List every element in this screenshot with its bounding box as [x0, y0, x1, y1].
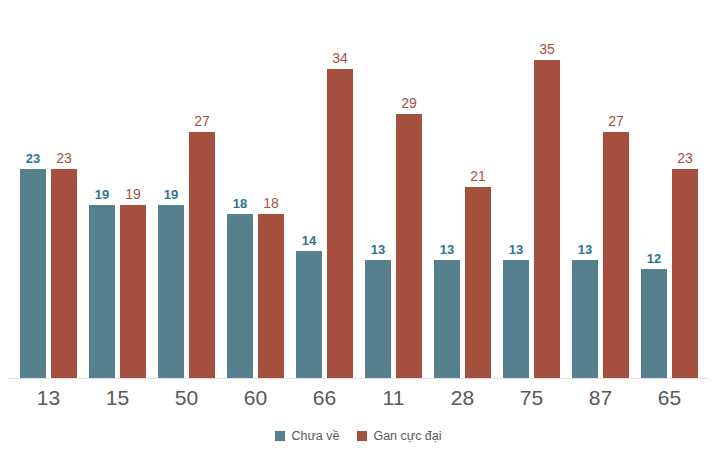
bar-chua-ve [20, 169, 46, 378]
bar-gan-cuc-dai [396, 114, 422, 378]
bar-column-chua-ve: 13 [572, 243, 598, 378]
bar-group: 23 23 [20, 151, 77, 378]
bar-gan-cuc-dai [672, 169, 698, 378]
bar-group: 13 27 [572, 114, 629, 378]
bar-column-gan-cuc-dai: 21 [465, 169, 491, 378]
bar-group: 1919 [89, 187, 146, 378]
legend: Chưa về Gan cực đại [0, 429, 717, 443]
bar-column-gan-cuc-dai: 18 [258, 196, 284, 378]
x-axis-labels: 13 15 50 60 66 11 28 75 87 65 [20, 386, 698, 410]
bar-value-label: 23 [677, 151, 693, 165]
bar-column-chua-ve: 13 [434, 243, 460, 378]
bar-column-gan-cuc-dai: 34 [327, 51, 353, 378]
bar-value-label: 13 [578, 243, 592, 256]
bar-value-label: 27 [608, 114, 624, 128]
bar-column-gan-cuc-dai: 35 [534, 42, 560, 379]
bar-value-label: 13 [371, 243, 385, 256]
bar-value-label: 13 [509, 243, 523, 256]
x-axis-tick-label: 13 [20, 386, 77, 410]
bar-chua-ve [434, 260, 460, 378]
x-axis-tick-label: 50 [158, 386, 215, 410]
legend-swatch-gan-cuc-dai [357, 431, 367, 441]
x-axis-tick-label: 60 [227, 386, 284, 410]
bar-value-label: 14 [302, 234, 316, 247]
bar-group: 12 23 [641, 151, 698, 378]
bar-group: 13 35 [503, 42, 560, 379]
plot-area: 2323191919271818143413291321133513271223 [20, 0, 698, 378]
bar-chua-ve [89, 205, 115, 378]
bar-column-chua-ve: 14 [296, 234, 322, 378]
x-axis-tick-label: 65 [641, 386, 698, 410]
bar-column-chua-ve: 13 [503, 243, 529, 378]
bar-value-label: 27 [194, 114, 210, 128]
x-axis-tick-label: 11 [365, 386, 422, 410]
legend-item-gan-cuc-dai: Gan cực đại [357, 429, 441, 443]
bar-value-label: 23 [26, 152, 40, 165]
bar-gan-cuc-dai [534, 60, 560, 379]
bar-chua-ve [365, 260, 391, 378]
bar-column-chua-ve: 19 [89, 188, 115, 378]
bar-column-chua-ve: 12 [641, 252, 667, 378]
bar-group: 1927 [158, 114, 215, 378]
x-axis-tick-label: 75 [503, 386, 560, 410]
bar-chua-ve [503, 260, 529, 378]
bar-column-gan-cuc-dai: 27 [603, 114, 629, 378]
bar-column-gan-cuc-dai: 19 [120, 187, 146, 378]
x-axis-tick-label: 15 [89, 386, 146, 410]
bar-gan-cuc-dai [465, 187, 491, 378]
bar-value-label: 13 [440, 243, 454, 256]
x-axis-line [8, 378, 709, 379]
bar-column-chua-ve: 19 [158, 188, 184, 378]
bar-group: 13 21 [434, 169, 491, 378]
x-axis-tick-label: 87 [572, 386, 629, 410]
bar-column-gan-cuc-dai: 23 [672, 151, 698, 378]
bar-value-label: 23 [56, 151, 72, 165]
bar-value-label: 29 [401, 96, 417, 110]
bar-gan-cuc-dai [189, 132, 215, 378]
bar-value-label: 35 [539, 42, 555, 56]
bar-value-label: 12 [647, 252, 661, 265]
legend-label-chua-ve: Chưa về [291, 429, 339, 443]
bar-gan-cuc-dai [258, 214, 284, 378]
bar-column-chua-ve: 13 [365, 243, 391, 378]
bar-column-chua-ve: 18 [227, 197, 253, 378]
bar-chua-ve [227, 214, 253, 378]
bar-value-label: 18 [233, 197, 247, 210]
x-axis-tick-label: 28 [434, 386, 491, 410]
bar-gan-cuc-dai [327, 69, 353, 378]
bar-chua-ve [572, 260, 598, 378]
legend-label-gan-cuc-dai: Gan cực đại [373, 429, 441, 443]
legend-swatch-chua-ve [275, 431, 285, 441]
bar-value-label: 34 [332, 51, 348, 65]
bar-chua-ve [158, 205, 184, 378]
bar-chart: 2323191919271818143413291321133513271223… [0, 0, 717, 463]
bar-value-label: 21 [470, 169, 486, 183]
bar-column-gan-cuc-dai: 29 [396, 96, 422, 378]
bar-column-gan-cuc-dai: 27 [189, 114, 215, 378]
bar-gan-cuc-dai [51, 169, 77, 378]
legend-item-chua-ve: Chưa về [275, 429, 339, 443]
bar-value-label: 18 [263, 196, 279, 210]
bar-chua-ve [296, 251, 322, 378]
x-axis-tick-label: 66 [296, 386, 353, 410]
bar-group: 13 29 [365, 96, 422, 378]
bar-column-gan-cuc-dai: 23 [51, 151, 77, 378]
bar-value-label: 19 [125, 187, 141, 201]
bar-column-chua-ve: 23 [20, 152, 46, 378]
bar-value-label: 19 [95, 188, 109, 201]
bar-gan-cuc-dai [603, 132, 629, 378]
bar-chua-ve [641, 269, 667, 378]
bar-value-label: 19 [164, 188, 178, 201]
bar-group: 14 34 [296, 51, 353, 378]
bar-group: 1818 [227, 196, 284, 378]
bar-gan-cuc-dai [120, 205, 146, 378]
